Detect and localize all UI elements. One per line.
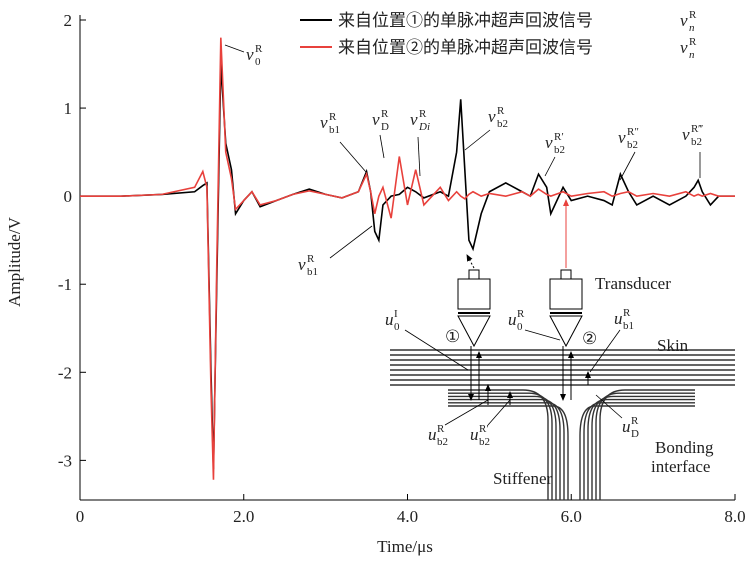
transducer-tip	[458, 316, 490, 346]
legend-label: 来自位置②的单脉冲超声回波信号	[338, 38, 593, 57]
signal-arrow	[467, 255, 474, 268]
y-tick-label: 0	[64, 187, 73, 206]
annotation-sup: R″	[627, 126, 639, 138]
legend-label: 来自位置①的单脉冲超声回波信号	[338, 11, 593, 30]
annotation-sub: b1	[329, 124, 340, 136]
annotation-leader	[465, 130, 490, 150]
transducer-tip	[550, 316, 582, 346]
annotation-base: v	[682, 125, 690, 144]
annotation-sub: b2	[497, 118, 508, 130]
diagram-label: Skin	[657, 336, 689, 355]
diagram-symbol-sup: R′	[479, 423, 489, 435]
legend-symbol-sup: R	[689, 9, 697, 21]
diagram-symbol-sup: R	[437, 423, 445, 435]
annotation-sup: R	[329, 111, 337, 123]
annotation-base: v	[545, 133, 553, 152]
diagram-symbol-sup: R	[517, 308, 525, 320]
diagram-symbol-sub: b1	[623, 320, 634, 332]
diagram-label: Bonding	[655, 438, 714, 457]
annotation-sup: R	[307, 253, 315, 265]
diagram-symbol-base: u	[508, 310, 517, 329]
annotation-base: v	[246, 45, 254, 64]
diagram-label: ②	[582, 329, 597, 348]
annotation-leader	[330, 226, 372, 258]
legend-symbol-base: v	[680, 38, 688, 57]
annotation-leader	[418, 137, 420, 176]
x-tick-label: 2.0	[233, 507, 254, 526]
legend-symbol-sub: n	[689, 22, 695, 34]
legend-symbol-sub: n	[689, 49, 695, 61]
annotation-leader	[545, 157, 555, 176]
diagram-symbol-base: u	[614, 309, 623, 328]
transducer-body	[458, 279, 490, 309]
annotation-sup: R	[419, 108, 427, 120]
x-tick-label: 0	[76, 507, 85, 526]
series-line	[80, 38, 735, 480]
transducer-connector	[469, 270, 479, 279]
diagram-label: ①	[445, 327, 460, 346]
annotation-sub: 0	[255, 56, 261, 68]
annotation-sub: b2	[627, 139, 638, 151]
transducer-body	[550, 279, 582, 309]
diagram-symbol-sub: b2	[479, 436, 490, 448]
y-tick-label: -1	[58, 275, 72, 294]
y-tick-label: -2	[58, 363, 72, 382]
diagram-symbol-sub: D	[631, 428, 639, 440]
annotation-leader	[380, 135, 384, 158]
diagram-symbol-base: u	[428, 425, 437, 444]
symbol-leader	[445, 400, 488, 425]
diagram-symbol-base: u	[385, 310, 394, 329]
annotation-sub: b2	[554, 144, 565, 156]
y-axis-label: Amplitude/V	[5, 216, 24, 306]
x-axis-label: Time/μs	[377, 537, 433, 556]
diagram-symbol-sub: 0	[394, 321, 400, 333]
y-tick-label: 2	[64, 11, 73, 30]
annotation-leader	[620, 152, 635, 180]
diagram-label: Stiffener	[493, 469, 553, 488]
transducer-connector	[561, 270, 571, 279]
symbol-leader	[525, 330, 560, 340]
diagram-symbol-sub: b2	[437, 436, 448, 448]
annotation-sup: R	[381, 108, 389, 120]
annotation-base: v	[488, 107, 496, 126]
annotation-base: v	[410, 110, 418, 129]
legend-symbol-base: v	[680, 11, 688, 30]
diagram-label: interface	[651, 457, 710, 476]
series-line	[80, 64, 735, 469]
annotation-base: v	[372, 110, 380, 129]
diagram-symbol-sup: I	[394, 308, 398, 320]
y-tick-label: 1	[64, 99, 73, 118]
diagram-symbol-base: u	[622, 417, 631, 436]
chart: Amplitude/V Time/μs 2 1 0 -1 -2 -3 0 2.0 4.0 6.0 8…	[0, 0, 747, 560]
annotation-sub: D	[381, 121, 389, 133]
diagram-symbol-sup: R	[623, 307, 631, 319]
annotation-base: v	[298, 255, 306, 274]
annotation-sup: R′	[554, 131, 564, 143]
symbol-leader	[488, 400, 510, 425]
annotation-sup: R‴	[691, 123, 703, 135]
x-tick-label: 4.0	[397, 507, 418, 526]
x-tick-label: 8.0	[724, 507, 745, 526]
y-tick-label: -3	[58, 451, 72, 470]
annotation-sup: R	[497, 105, 505, 117]
diagram-symbol-base: u	[470, 425, 479, 444]
annotation-leader	[225, 45, 244, 52]
x-tick-label: 6.0	[561, 507, 582, 526]
annotation-sub: b2	[691, 136, 702, 148]
annotation-leader	[340, 142, 366, 172]
annotation-base: v	[320, 113, 328, 132]
annotation-sub: Di	[418, 121, 430, 133]
annotation-sup: R	[255, 43, 263, 55]
diagram-symbol-sup: R	[631, 415, 639, 427]
diagram-label: Transducer	[595, 274, 671, 293]
annotation-base: v	[618, 128, 626, 147]
diagram-symbol-sub: 0	[517, 321, 523, 333]
legend-symbol-sup: R	[689, 36, 697, 48]
annotation-sub: b1	[307, 266, 318, 278]
